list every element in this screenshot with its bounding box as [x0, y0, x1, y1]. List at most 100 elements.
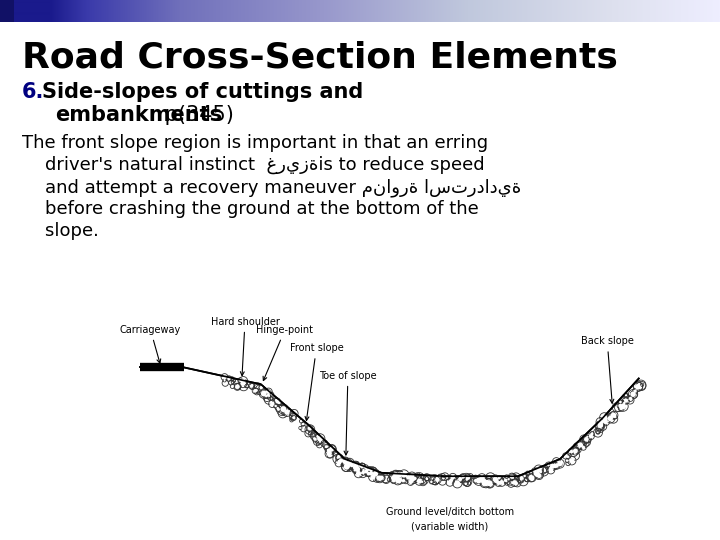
- Circle shape: [598, 419, 603, 424]
- Circle shape: [360, 464, 364, 468]
- Text: Back slope: Back slope: [581, 336, 634, 403]
- Circle shape: [282, 409, 283, 411]
- Circle shape: [466, 478, 468, 481]
- Circle shape: [504, 478, 508, 482]
- Circle shape: [350, 463, 354, 467]
- Circle shape: [613, 416, 616, 418]
- Circle shape: [372, 471, 378, 477]
- Circle shape: [482, 480, 486, 483]
- Circle shape: [601, 415, 607, 420]
- Circle shape: [499, 480, 504, 485]
- Circle shape: [300, 427, 302, 429]
- Circle shape: [317, 436, 323, 442]
- Circle shape: [266, 389, 271, 394]
- Circle shape: [564, 454, 567, 458]
- Circle shape: [635, 384, 641, 390]
- Circle shape: [369, 471, 373, 476]
- Circle shape: [577, 442, 583, 448]
- Circle shape: [505, 476, 508, 478]
- Circle shape: [630, 392, 636, 397]
- Circle shape: [337, 455, 341, 458]
- Circle shape: [231, 385, 234, 388]
- Circle shape: [391, 475, 397, 481]
- Circle shape: [550, 464, 555, 469]
- Circle shape: [584, 437, 589, 442]
- Circle shape: [479, 478, 481, 481]
- Circle shape: [619, 407, 623, 410]
- Circle shape: [240, 379, 246, 383]
- Text: 6.: 6.: [22, 82, 45, 102]
- Circle shape: [451, 475, 455, 480]
- Circle shape: [356, 471, 361, 476]
- Circle shape: [377, 476, 382, 481]
- Circle shape: [366, 472, 370, 475]
- Circle shape: [624, 399, 628, 403]
- Circle shape: [370, 475, 375, 480]
- Circle shape: [365, 470, 368, 472]
- Text: Toe of slope: Toe of slope: [319, 371, 377, 455]
- Circle shape: [566, 460, 568, 462]
- Circle shape: [536, 467, 541, 472]
- Circle shape: [476, 477, 482, 483]
- Circle shape: [392, 478, 396, 482]
- Circle shape: [292, 416, 295, 419]
- Circle shape: [361, 471, 365, 474]
- Circle shape: [567, 456, 570, 458]
- Circle shape: [395, 478, 400, 483]
- Circle shape: [417, 478, 422, 484]
- Circle shape: [353, 462, 355, 464]
- Circle shape: [523, 475, 526, 477]
- Circle shape: [224, 379, 225, 381]
- Circle shape: [222, 375, 227, 379]
- Circle shape: [356, 464, 359, 467]
- Circle shape: [250, 384, 253, 388]
- Circle shape: [528, 475, 534, 480]
- Circle shape: [479, 476, 485, 481]
- Circle shape: [589, 434, 593, 438]
- Circle shape: [278, 401, 281, 404]
- Circle shape: [397, 477, 402, 482]
- Circle shape: [343, 459, 348, 464]
- Circle shape: [313, 437, 317, 441]
- Circle shape: [354, 469, 356, 471]
- Circle shape: [261, 390, 267, 396]
- Circle shape: [377, 476, 381, 480]
- Circle shape: [354, 466, 360, 472]
- Text: Road Cross-Section Elements: Road Cross-Section Elements: [22, 40, 618, 74]
- Circle shape: [325, 445, 328, 448]
- Circle shape: [316, 435, 319, 438]
- Circle shape: [240, 381, 246, 386]
- Circle shape: [348, 465, 349, 467]
- Circle shape: [554, 463, 559, 468]
- Text: before crashing the ground at the bottom of the: before crashing the ground at the bottom…: [22, 200, 479, 218]
- Circle shape: [346, 464, 350, 469]
- Circle shape: [438, 475, 441, 477]
- Circle shape: [608, 416, 613, 421]
- Text: and attempt a recovery maneuver مناورة استردادية: and attempt a recovery maneuver مناورة ا…: [22, 178, 521, 197]
- Circle shape: [274, 405, 277, 407]
- Circle shape: [510, 475, 514, 479]
- Circle shape: [508, 478, 510, 481]
- Circle shape: [494, 478, 499, 483]
- Text: The front slope region is important in that an erring: The front slope region is important in t…: [22, 134, 488, 152]
- Circle shape: [408, 480, 413, 484]
- Circle shape: [459, 477, 461, 479]
- Circle shape: [603, 419, 606, 422]
- Circle shape: [409, 477, 415, 482]
- Circle shape: [435, 477, 440, 482]
- Circle shape: [265, 395, 267, 397]
- Circle shape: [344, 462, 348, 466]
- Circle shape: [512, 477, 514, 479]
- Circle shape: [253, 389, 257, 393]
- Circle shape: [629, 397, 632, 400]
- Circle shape: [395, 475, 399, 480]
- Circle shape: [413, 478, 415, 481]
- Circle shape: [608, 417, 611, 420]
- Circle shape: [271, 393, 273, 395]
- Circle shape: [336, 461, 341, 465]
- Circle shape: [395, 473, 397, 476]
- Circle shape: [378, 476, 382, 480]
- Circle shape: [512, 480, 517, 485]
- Circle shape: [365, 468, 369, 472]
- Circle shape: [300, 420, 302, 422]
